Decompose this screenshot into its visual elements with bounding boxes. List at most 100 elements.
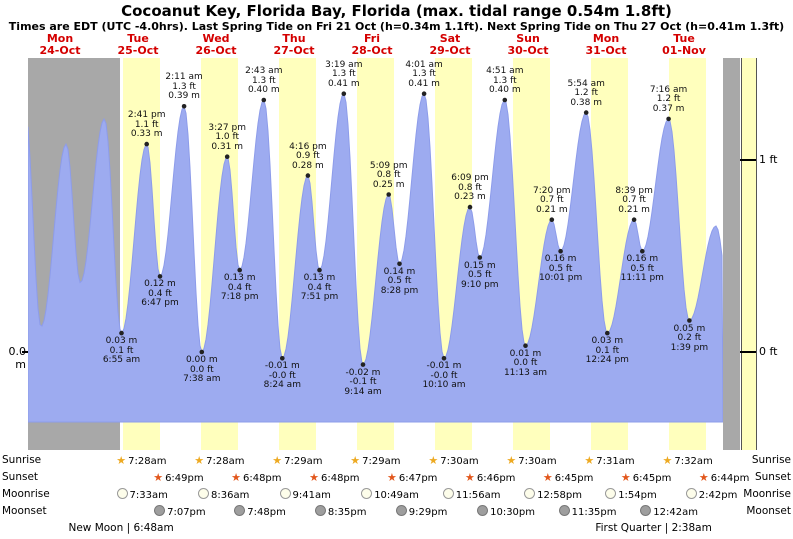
- y-axis-right-0ft-label: 0 ft: [759, 345, 778, 358]
- sunset-star: ★: [698, 471, 709, 484]
- sunrise-star: ★: [506, 454, 517, 467]
- day-label: Mon 31-Oct: [585, 32, 627, 57]
- sun-moon-time: 8:36am: [211, 490, 250, 501]
- sunset-star: ★: [231, 471, 241, 484]
- sun-moon-time: 6:44pm: [710, 473, 750, 484]
- tide-high-label: 2:11 am 1.3 ft 0.39 m: [165, 72, 203, 102]
- sun-moon-time: 6:48pm: [320, 473, 360, 484]
- sun-moon-time: 9:29pm: [408, 507, 448, 518]
- sun-moon-time: 9:41am: [292, 490, 331, 501]
- moon-phase-label: First Quarter | 2:38am: [595, 522, 712, 534]
- sun-moon-time: 7:31am: [596, 456, 635, 467]
- moonset-circle: [477, 505, 489, 516]
- y-axis-right-strip: [741, 58, 757, 450]
- sun-moon-time: 6:45pm: [554, 473, 594, 484]
- row-caption-right-sunrise: Sunrise: [751, 454, 791, 466]
- sun-moon-time: 12:42am: [653, 507, 698, 518]
- tide-low-label: 0.12 m 0.4 ft 6:47 pm: [141, 279, 179, 309]
- sun-moon-time: 7:29am: [284, 456, 323, 467]
- day-label: Sun 30-Oct: [507, 32, 549, 57]
- moonrise-circle: [198, 488, 209, 499]
- tide-low-label: -0.01 m -0.0 ft 8:24 am: [263, 361, 301, 391]
- daylight-band: [669, 58, 706, 450]
- sun-moon-time: 11:56am: [455, 490, 501, 501]
- sunrise-star: ★: [428, 454, 439, 467]
- sun-moon-entry: ★ 7:30am: [506, 454, 556, 467]
- sun-moon-time: 7:07pm: [167, 507, 206, 518]
- sunrise-star: ★: [116, 454, 127, 467]
- tide-high-label: 3:27 pm 1.0 ft 0.31 m: [208, 122, 246, 152]
- sun-moon-time: 7:28am: [128, 456, 167, 467]
- sun-moon-time: 10:49am: [374, 490, 419, 501]
- y-axis-left-label: 0.0 m: [8, 345, 27, 371]
- tide-low-label: 0.13 m 0.4 ft 7:51 pm: [300, 273, 339, 303]
- sun-moon-time: 6:46pm: [476, 473, 516, 484]
- sun-moon-time: 7:48pm: [247, 507, 286, 518]
- future-edge-band: [723, 58, 740, 450]
- sun-moon-entry: ★ 7:28am: [194, 454, 244, 467]
- sun-moon-entry: ★ 6:48pm: [231, 471, 281, 484]
- sun-moon-entry: 1:54pm: [605, 488, 657, 501]
- moon-phase-label: New Moon | 6:48am: [68, 522, 174, 534]
- sun-moon-time: 7:30am: [440, 456, 479, 467]
- sun-moon-entry: 10:30pm: [477, 505, 535, 518]
- y-axis-tick-0ft: [740, 351, 756, 353]
- tide-low-label: 0.05 m 0.2 ft 1:39 pm: [670, 323, 709, 353]
- day-label: Fri 28-Oct: [351, 32, 393, 57]
- sun-moon-entry: 9:41am: [279, 488, 331, 501]
- tide-high-label: 2:41 pm 1.1 ft 0.33 m: [127, 110, 166, 140]
- tide-low-label: 0.01 m 0.0 ft 11:13 am: [503, 348, 548, 378]
- sun-moon-time: 11:35pm: [571, 507, 617, 518]
- tide-low-label: 0.16 m 0.5 ft 11:11 pm: [620, 254, 664, 284]
- sun-moon-entry: ★ 7:29am: [350, 454, 400, 467]
- sunset-star: ★: [309, 471, 319, 484]
- sun-moon-time: 7:32am: [674, 456, 713, 467]
- sun-moon-time: 6:49pm: [165, 473, 204, 484]
- sun-moon-time: 6:45pm: [632, 473, 672, 484]
- sun-moon-entry: 11:35pm: [558, 505, 617, 518]
- row-caption-left-sunset: Sunset: [2, 471, 39, 483]
- daylight-band: [201, 58, 239, 450]
- sun-moon-entry: ★ 7:31am: [584, 454, 634, 467]
- y-axis-right-1ft-label: 1 ft: [759, 153, 778, 166]
- tide-low-label: 0.13 m 0.4 ft 7:18 pm: [220, 273, 259, 303]
- tide-low-label: 0.03 m 0.1 ft 12:24 pm: [585, 336, 629, 366]
- row-caption-right-moonrise: Moonrise: [743, 488, 791, 500]
- tide-high-label: 5:54 am 1.2 ft 0.38 m: [567, 78, 605, 108]
- sun-moon-time: 12:58pm: [537, 490, 583, 501]
- moonrise-circle: [605, 488, 617, 499]
- sun-moon-entry: ★ 6:48pm: [309, 471, 359, 484]
- sunrise-star: ★: [350, 454, 361, 467]
- sunrise-star: ★: [272, 454, 283, 467]
- sun-moon-time: 6:47pm: [398, 473, 438, 484]
- sun-moon-entry: 8:36am: [198, 488, 249, 501]
- day-label: Sat 29-Oct: [429, 32, 471, 57]
- page-title: Cocoanut Key, Florida Bay, Florida (max.…: [121, 2, 672, 20]
- moonrise-circle: [685, 488, 697, 499]
- sun-moon-entry: ★ 6:46pm: [465, 471, 515, 484]
- sun-moon-entry: ★ 7:28am: [116, 454, 166, 467]
- tide-high-label: 2:43 am 1.3 ft 0.40 m: [245, 66, 283, 95]
- tide-low-label: -0.01 m -0.0 ft 10:10 am: [422, 361, 466, 391]
- tide-high-label: 5:09 pm 0.8 ft 0.25 m: [369, 160, 408, 190]
- tide-low-label: -0.02 m -0.1 ft 9:14 am: [344, 367, 382, 397]
- day-label: Tue 25-Oct: [117, 32, 159, 57]
- moonset-circle: [640, 505, 652, 516]
- row-caption-right-sunset: Sunset: [754, 471, 791, 483]
- tide-high-label: 7:20 pm 0.7 ft 0.21 m: [533, 185, 571, 215]
- page-subtitle: Times are EDT (UTC -4.0hrs). Last Spring…: [8, 20, 785, 33]
- tide-high-label: 8:39 pm 0.7 ft 0.21 m: [615, 185, 653, 215]
- day-label: Thu 27-Oct: [273, 32, 315, 57]
- tide-high-label: 4:51 am 1.3 ft 0.40 m: [486, 66, 524, 95]
- tide-low-label: 0.16 m 0.5 ft 10:01 pm: [538, 254, 583, 284]
- day-label: Tue 01-Nov: [662, 32, 706, 57]
- tide-low-label: 0.00 m 0.0 ft 7:38 am: [183, 355, 221, 384]
- sun-moon-entry: 7:48pm: [234, 505, 286, 518]
- sunset-star: ★: [542, 471, 553, 484]
- tide-high-label: 4:01 am 1.3 ft 0.41 m: [405, 59, 443, 89]
- sun-moon-time: 2:42pm: [698, 490, 738, 501]
- tide-high-label: 4:16 pm 0.9 ft 0.28 m: [289, 141, 327, 171]
- sunset-star: ★: [387, 471, 397, 484]
- sunset-star: ★: [620, 471, 631, 484]
